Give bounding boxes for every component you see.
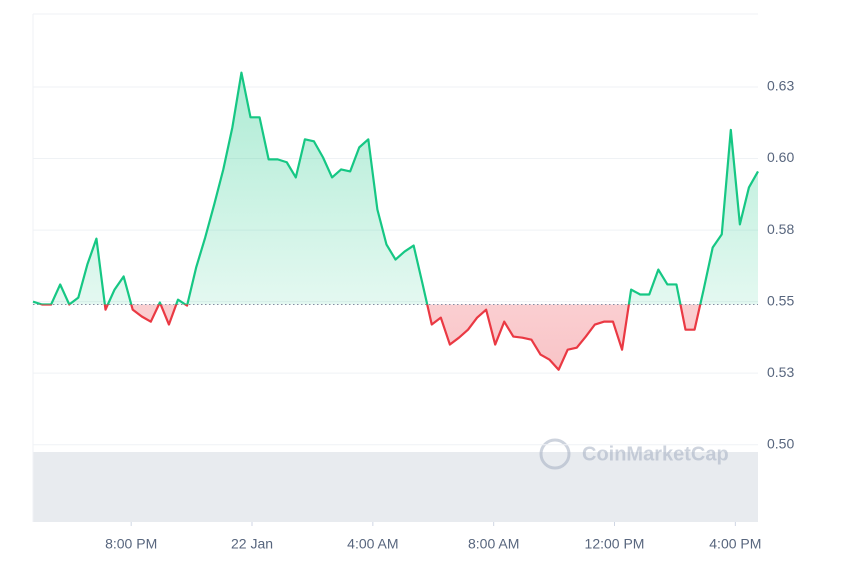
x-tick-label: 4:00 AM xyxy=(347,536,398,552)
watermark-text: CoinMarketCap xyxy=(582,443,729,465)
area-up xyxy=(33,72,758,305)
y-tick-label: 0.58 xyxy=(767,221,794,237)
x-tick-label: 12:00 PM xyxy=(585,536,645,552)
x-tick-label: 4:00 PM xyxy=(709,536,761,552)
y-tick-label: 0.53 xyxy=(767,364,794,380)
price-line-up xyxy=(32,71,759,305)
x-tick-label: 22 Jan xyxy=(231,536,273,552)
watermark: CoinMarketCap xyxy=(539,438,729,470)
y-tick-label: 0.60 xyxy=(767,149,794,165)
x-tick-label: 8:00 PM xyxy=(105,536,157,552)
y-tick-label: 0.50 xyxy=(767,435,794,451)
volume-area xyxy=(33,452,758,522)
price-line-down xyxy=(38,304,702,371)
y-tick-label: 0.63 xyxy=(767,78,794,94)
y-tick-label: 0.55 xyxy=(767,292,794,308)
x-tick-label: 8:00 AM xyxy=(468,536,519,552)
area-down xyxy=(104,304,701,370)
